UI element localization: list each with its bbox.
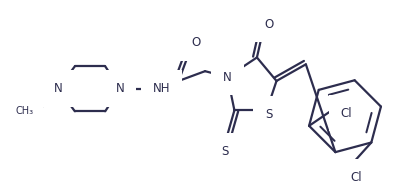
Text: N: N (115, 82, 124, 95)
Text: S: S (221, 145, 228, 158)
Text: O: O (264, 18, 273, 31)
Text: N: N (223, 70, 231, 84)
Text: N: N (54, 82, 62, 95)
Text: NH: NH (153, 82, 170, 95)
Text: O: O (191, 36, 200, 49)
Text: Cl: Cl (339, 107, 351, 120)
Text: S: S (264, 108, 272, 121)
Text: CH₃: CH₃ (16, 106, 34, 116)
Text: Cl: Cl (350, 171, 361, 184)
